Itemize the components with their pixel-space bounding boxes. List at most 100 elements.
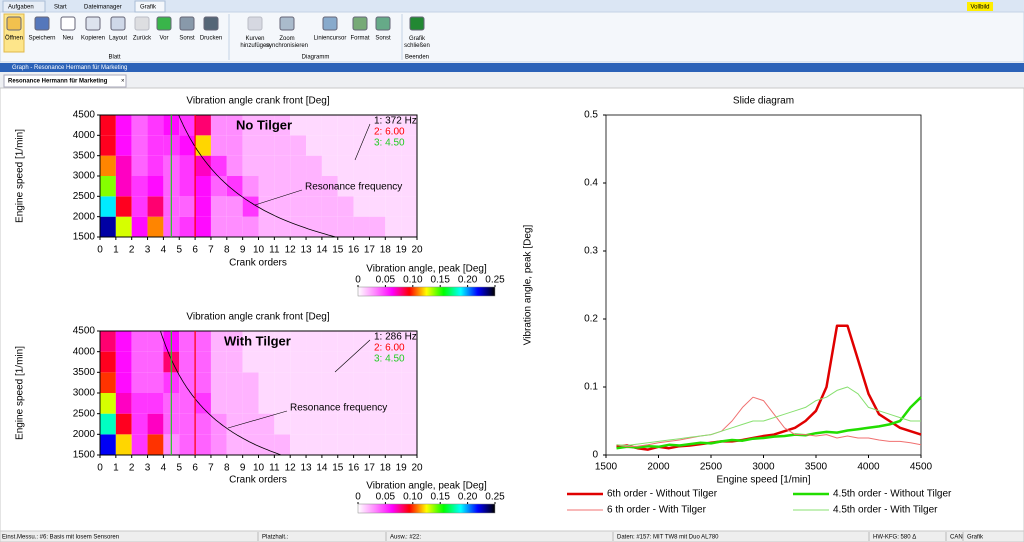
legend-label[interactable]: 6th order - Without Tilger: [607, 489, 718, 500]
heat-cell: [131, 196, 148, 217]
heat-cell: [179, 331, 196, 352]
y-tick-label: 3500: [73, 150, 96, 161]
x-tick-label: 2: [129, 245, 135, 256]
fullscreen[interactable]: Vollbild: [970, 5, 989, 11]
tab[interactable]: Grafik: [140, 5, 157, 11]
heat-cell: [115, 351, 132, 373]
button-icon[interactable]: [110, 16, 126, 31]
heat-cell: [290, 351, 307, 373]
heat-cell: [337, 115, 354, 136]
heat-cell: [115, 393, 132, 414]
button-label[interactable]: Vor: [159, 36, 168, 42]
button-label[interactable]: Sonst: [375, 36, 391, 42]
button-icon[interactable]: [34, 16, 50, 31]
heat-cell: [321, 393, 338, 414]
button-label[interactable]: Öffnen: [5, 35, 23, 42]
y-tick-label: 4500: [73, 326, 96, 337]
heat-cell: [210, 331, 227, 352]
heat-cell: [274, 351, 291, 373]
legend-label[interactable]: 4.5th order - With Tilger: [833, 505, 938, 516]
heat-cell: [385, 372, 402, 393]
status-text: HW-KFG: 580 Δ: [873, 535, 916, 541]
button-label[interactable]: Format: [350, 36, 369, 42]
tab[interactable]: Dateimanager: [84, 5, 122, 11]
doc-tab[interactable]: [3, 74, 127, 88]
heat-cell: [210, 413, 227, 435]
heat-cell: [337, 155, 354, 176]
status-text: CAN: [950, 535, 963, 541]
button-label[interactable]: Speichern: [28, 36, 55, 42]
heat-cell: [242, 115, 259, 136]
heat-cell: [179, 176, 196, 197]
heat-cell: [385, 135, 402, 156]
heat-cell: [258, 331, 275, 352]
button-icon[interactable]: [6, 16, 22, 31]
chart-title: Slide diagram: [733, 96, 794, 107]
button-label[interactable]: Liniencursor: [314, 36, 347, 42]
heat-cell: [353, 434, 370, 455]
heat-cell: [353, 216, 370, 237]
button-label[interactable]: Drucken: [200, 36, 222, 42]
doc-tab-label[interactable]: Resonance Hermann für Marketing: [8, 79, 108, 85]
heat-cell: [100, 176, 116, 197]
heat-cell: [321, 351, 338, 373]
x-tick-label: 10: [253, 463, 265, 474]
button-icon[interactable]: [279, 16, 295, 31]
close-icon[interactable]: ×: [121, 79, 125, 85]
heat-cell: [147, 434, 164, 455]
button-icon[interactable]: [375, 16, 391, 31]
heat-cell: [242, 196, 259, 217]
heat-cell: [274, 434, 291, 455]
heat-cell: [306, 372, 322, 393]
button-label[interactable]: Neu: [62, 36, 73, 42]
button-icon[interactable]: [85, 16, 101, 31]
heat-cell: [369, 176, 386, 197]
tab[interactable]: Aufgaben: [8, 5, 34, 11]
colorbar-tick-label: 0.15: [430, 275, 450, 286]
heat-cell: [353, 351, 370, 373]
button-label[interactable]: Zurück: [133, 36, 152, 42]
legend-label[interactable]: 4.5th order - Without Tilger: [833, 489, 952, 500]
cursor-label: 3: 4.50: [374, 138, 405, 149]
button-icon[interactable]: [322, 16, 338, 31]
button-icon[interactable]: [60, 16, 76, 31]
colorbar-tick-label: 0.05: [376, 492, 396, 503]
heat-cell: [131, 331, 148, 352]
button-icon[interactable]: [134, 16, 150, 31]
button-label[interactable]: Kopieren: [81, 36, 105, 42]
button-icon[interactable]: [203, 16, 219, 31]
tab[interactable]: Start: [54, 5, 67, 11]
heat-cell: [258, 393, 275, 414]
y-tick-label: 0.4: [584, 178, 598, 189]
button-icon[interactable]: [352, 16, 368, 31]
button-icon[interactable]: [179, 16, 195, 31]
heat-cell: [210, 434, 227, 455]
heat-cell: [258, 216, 275, 237]
legend-label[interactable]: 6 th order - With Tilger: [607, 505, 707, 516]
heat-cell: [353, 115, 370, 136]
heat-cell: [385, 115, 402, 136]
button-label[interactable]: Layout: [109, 36, 127, 42]
heat-cell: [369, 372, 386, 393]
button-label[interactable]: Grafik schließen: [404, 36, 430, 49]
heat-cell: [274, 196, 291, 217]
heat-cell: [131, 216, 148, 237]
button-label[interactable]: Kurven hinzufügen: [240, 36, 269, 49]
y-tick-label: 1500: [73, 232, 96, 243]
heat-cell: [195, 434, 211, 455]
button-icon[interactable]: [247, 16, 263, 31]
heat-cell: [385, 176, 402, 197]
button-icon[interactable]: [156, 16, 172, 31]
heat-cell: [179, 434, 196, 455]
annotation: With Tilger: [224, 333, 291, 348]
button-label[interactable]: Sonst: [179, 36, 195, 42]
heat-cell: [274, 372, 291, 393]
curve-label: Resonance frequency: [290, 403, 387, 414]
heat-cell: [100, 372, 116, 393]
button-icon[interactable]: [409, 16, 425, 31]
heat-cell: [337, 413, 354, 435]
heat-cell: [385, 351, 402, 373]
heat-cell: [306, 216, 322, 237]
status-text: Daten: #157: MIT TW8 mit Duo AL780: [617, 535, 719, 541]
button-label[interactable]: Zoom synchronisieren: [266, 36, 308, 49]
